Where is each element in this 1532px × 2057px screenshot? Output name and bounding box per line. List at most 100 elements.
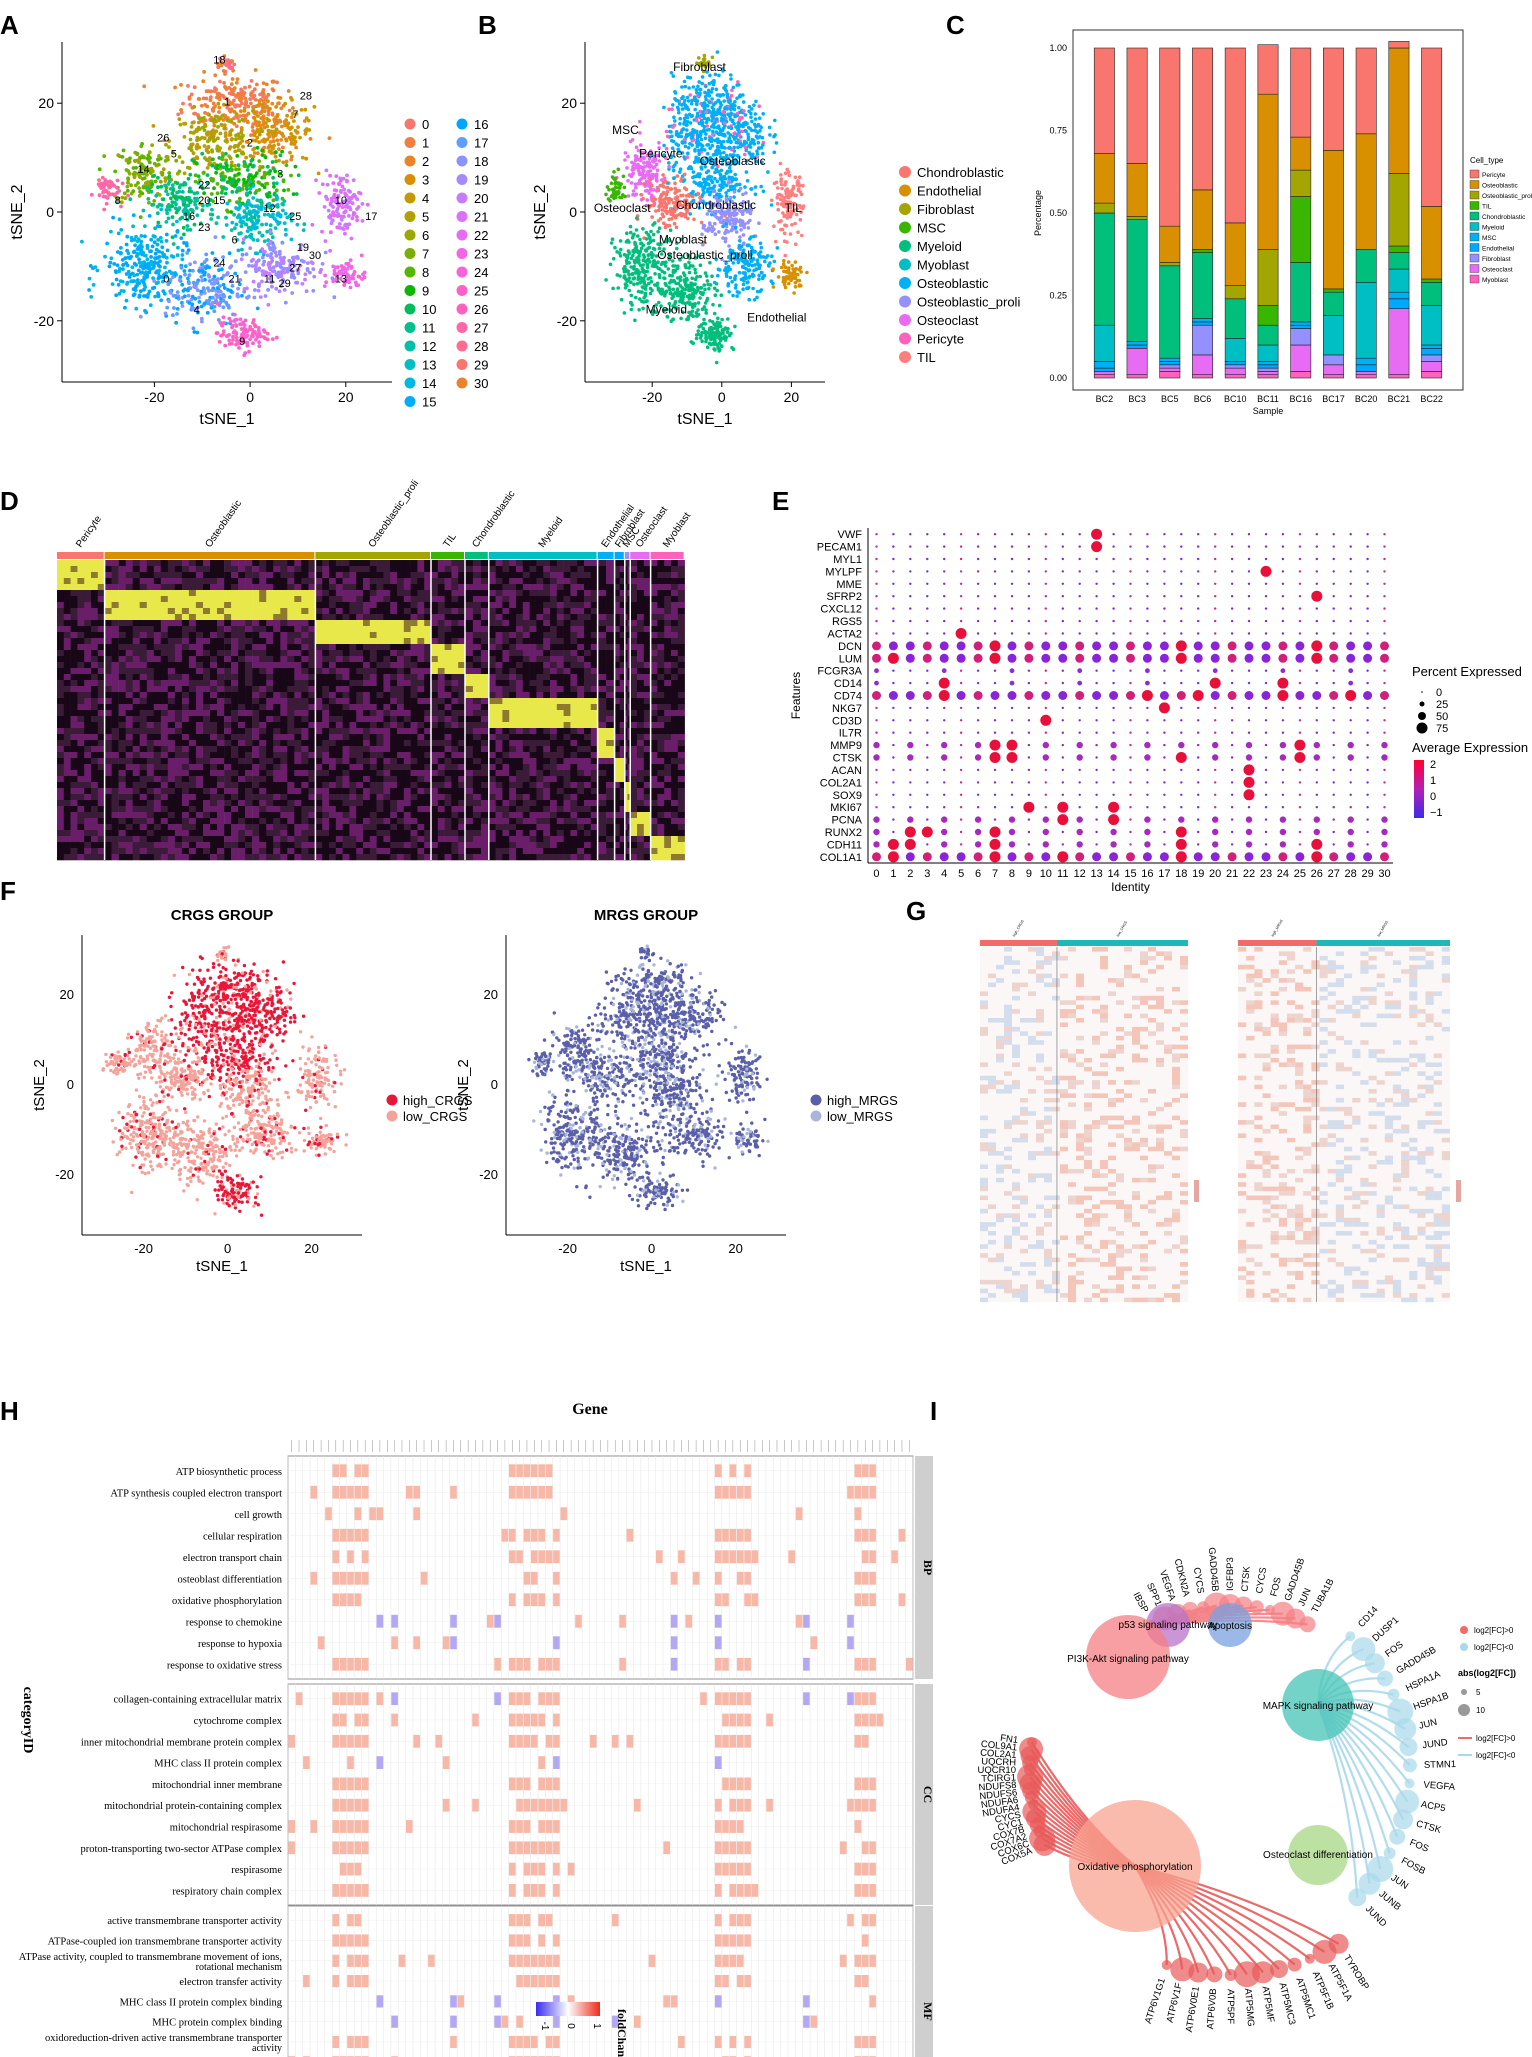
tsne-point xyxy=(120,279,125,284)
tsne-point xyxy=(225,201,230,206)
tsne-point xyxy=(654,209,658,213)
tsne-point xyxy=(265,124,270,129)
tsne-point xyxy=(235,103,239,108)
tsne-point xyxy=(190,121,195,125)
tsne-point xyxy=(686,166,691,171)
tsne-point xyxy=(271,175,275,180)
tsne-point xyxy=(694,87,699,92)
tsne-point xyxy=(312,274,317,279)
tsne-point xyxy=(291,137,296,142)
heatmap-cell xyxy=(570,560,578,567)
bar-segment xyxy=(1388,268,1410,293)
tsne-point xyxy=(97,193,102,198)
tsne-point xyxy=(152,199,157,203)
tsne-point xyxy=(257,132,262,137)
tsne-point xyxy=(712,280,717,285)
heatmap-cell xyxy=(153,560,162,567)
tsne-point xyxy=(324,168,329,173)
tsne-point xyxy=(206,89,211,93)
tsne-point xyxy=(251,105,255,109)
tsne-point xyxy=(721,133,726,138)
tsne-point xyxy=(212,186,216,191)
tsne-point xyxy=(317,191,322,195)
tsne-point xyxy=(671,287,676,292)
heatmap-cell xyxy=(329,566,337,573)
tsne-point xyxy=(160,250,165,255)
tsne-point xyxy=(633,318,637,323)
tsne-point xyxy=(251,279,256,284)
tsne-point xyxy=(248,337,253,342)
tsne-point xyxy=(187,95,192,100)
tsne-point xyxy=(632,276,637,280)
cluster-label: 16 xyxy=(183,211,195,223)
legend-swatch xyxy=(456,322,468,333)
tsne-point xyxy=(688,295,693,300)
heatmap-cell xyxy=(335,566,343,573)
tsne-point xyxy=(641,196,645,201)
tsne-point xyxy=(202,116,206,120)
tsne-point xyxy=(710,336,715,340)
tsne-point xyxy=(215,182,220,186)
legend-swatch xyxy=(404,322,416,333)
tsne-point xyxy=(613,245,617,250)
bar-segment xyxy=(1159,361,1181,366)
bar-segment xyxy=(1323,47,1344,151)
tsne-point xyxy=(758,241,763,246)
tsne-point xyxy=(176,245,180,250)
tsne-point xyxy=(756,122,761,127)
tsne-point xyxy=(686,314,691,319)
tsne-point xyxy=(211,131,216,136)
tsne-point xyxy=(143,224,147,229)
tsne-point xyxy=(704,103,708,108)
tsne-point xyxy=(799,270,803,274)
tsne-point xyxy=(346,188,351,193)
tsne-point xyxy=(793,242,798,246)
bar-segment xyxy=(1290,47,1312,138)
tsne-point xyxy=(713,348,717,352)
tsne-point xyxy=(165,260,169,265)
tsne-point xyxy=(188,186,192,191)
panel-a-tsne-clusters: -20 0 20200-20tSNE_1tSNE_20123456789101112… xyxy=(9,42,488,428)
heatmap-cell xyxy=(480,560,490,567)
tsne-point xyxy=(717,192,722,197)
tsne-point xyxy=(193,260,197,265)
cluster-label: 8 xyxy=(115,195,121,207)
heatmap-cell xyxy=(577,560,585,567)
tsne-point xyxy=(757,116,762,120)
tsne-point xyxy=(710,105,714,110)
tsne-point xyxy=(229,163,234,168)
tsne-point xyxy=(239,220,244,224)
tsne-point xyxy=(314,178,318,183)
tsne-point xyxy=(224,151,228,156)
tsne-point xyxy=(642,255,647,259)
tsne-point xyxy=(250,264,255,268)
legend-label: 19 xyxy=(474,173,488,188)
heatmap-cell xyxy=(125,566,133,573)
tsne-point xyxy=(717,188,722,192)
legend-swatch xyxy=(899,295,911,308)
tsne-point xyxy=(114,293,119,298)
heatmap-cell xyxy=(556,560,564,567)
tsne-point xyxy=(801,204,806,208)
tsne-point xyxy=(247,349,251,354)
tsne-point xyxy=(89,192,94,197)
legend-swatch xyxy=(899,203,911,215)
tsne-point xyxy=(240,89,245,94)
tsne-point xyxy=(338,176,343,181)
tsne-point xyxy=(199,304,204,309)
tsne-point xyxy=(739,228,743,232)
tsne-point xyxy=(245,333,250,338)
tsne-point xyxy=(280,240,285,245)
tsne-point xyxy=(132,249,137,254)
tsne-point xyxy=(746,285,751,290)
tsne-point xyxy=(241,113,246,118)
heatmap-cell xyxy=(231,560,239,567)
tsne-point xyxy=(236,207,241,212)
tsne-point xyxy=(171,313,175,318)
tsne-point xyxy=(747,297,751,302)
group-label: Osteoblastic_proli xyxy=(367,478,422,549)
tsne-point xyxy=(348,258,353,262)
tsne-point xyxy=(671,103,675,107)
heatmap-cell xyxy=(84,560,92,567)
tsne-point xyxy=(187,273,192,278)
